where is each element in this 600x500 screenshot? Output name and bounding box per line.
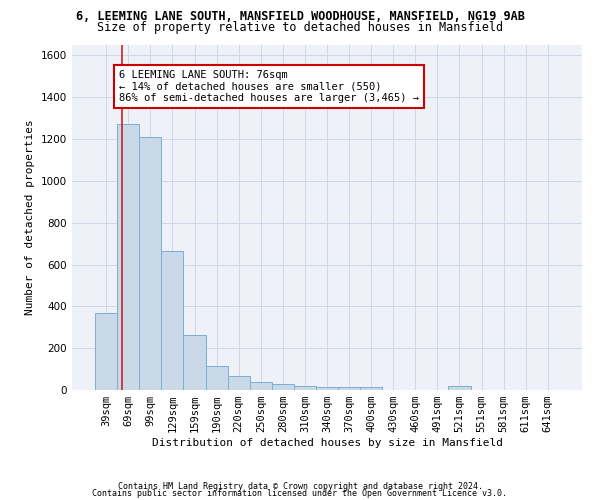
Text: Size of property relative to detached houses in Mansfield: Size of property relative to detached ho… (97, 21, 503, 34)
Bar (117, 124, 139, 390)
Bar (294, 386, 316, 390)
Text: Contains HM Land Registry data © Crown copyright and database right 2024.: Contains HM Land Registry data © Crown c… (118, 482, 482, 491)
Bar (95, 312, 117, 390)
Bar (360, 387, 382, 390)
Text: 6, LEEMING LANE SOUTH, MANSFIELD WOODHOUSE, MANSFIELD, NG19 9AB: 6, LEEMING LANE SOUTH, MANSFIELD WOODHOU… (76, 10, 524, 23)
Text: Contains public sector information licensed under the Open Government Licence v3: Contains public sector information licen… (92, 489, 508, 498)
Bar (161, 251, 184, 390)
Text: 6 LEEMING LANE SOUTH: 76sqm
← 14% of detached houses are smaller (550)
86% of se: 6 LEEMING LANE SOUTH: 76sqm ← 14% of det… (119, 70, 419, 103)
Bar (316, 386, 338, 390)
Bar (448, 386, 470, 390)
Bar (250, 382, 272, 390)
X-axis label: Distribution of detached houses by size in Mansfield: Distribution of detached houses by size … (151, 438, 503, 448)
Bar (184, 334, 206, 390)
Bar (206, 366, 227, 390)
Bar (338, 386, 360, 390)
Bar (139, 137, 161, 390)
Bar (272, 384, 294, 390)
Bar (227, 376, 250, 390)
Y-axis label: Number of detached properties: Number of detached properties (25, 120, 35, 316)
